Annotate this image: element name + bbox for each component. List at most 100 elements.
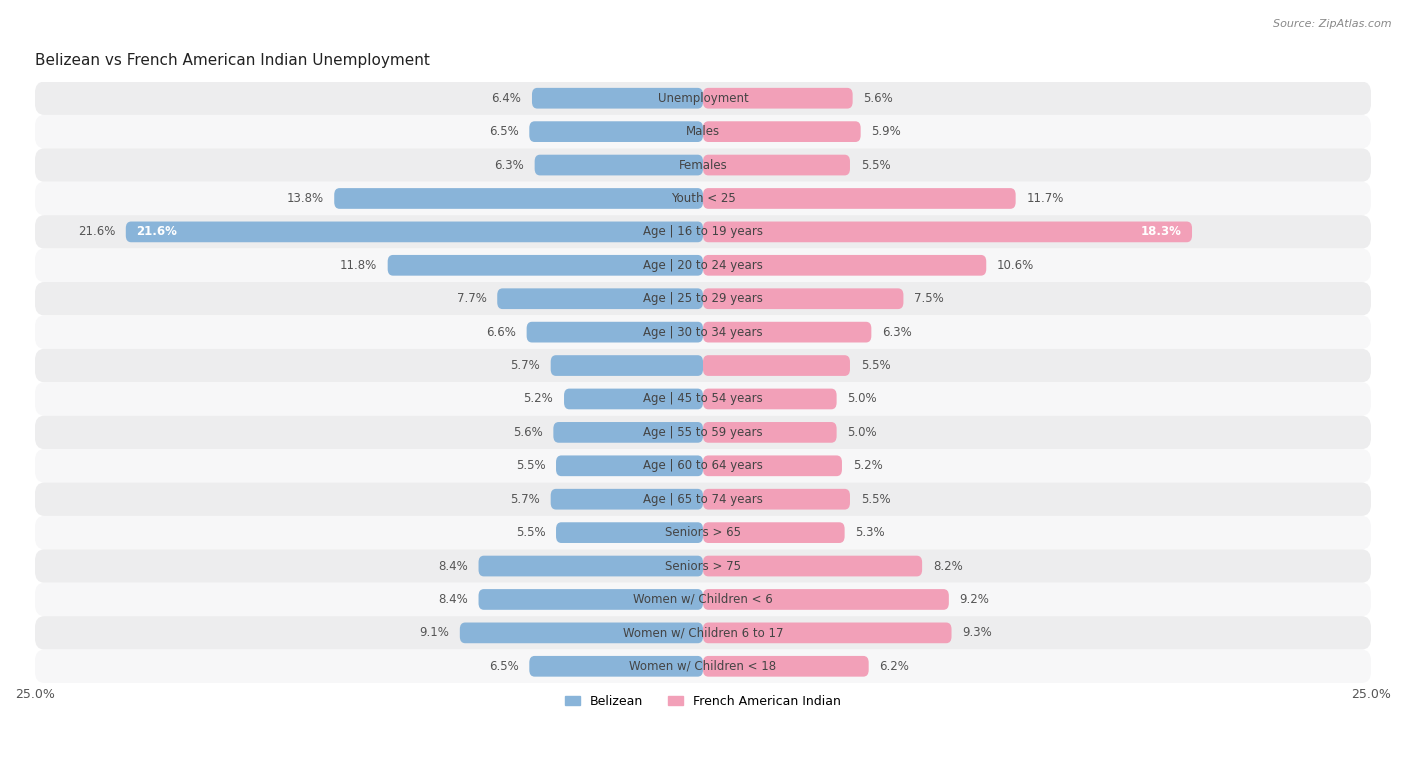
- FancyBboxPatch shape: [35, 482, 1371, 516]
- FancyBboxPatch shape: [551, 489, 703, 509]
- FancyBboxPatch shape: [35, 82, 1371, 115]
- FancyBboxPatch shape: [703, 255, 986, 276]
- Text: 5.2%: 5.2%: [852, 459, 883, 472]
- FancyBboxPatch shape: [335, 188, 703, 209]
- FancyBboxPatch shape: [35, 148, 1371, 182]
- FancyBboxPatch shape: [551, 355, 703, 376]
- Text: 5.9%: 5.9%: [872, 125, 901, 138]
- Text: 11.8%: 11.8%: [340, 259, 377, 272]
- FancyBboxPatch shape: [703, 589, 949, 610]
- Text: 6.6%: 6.6%: [486, 326, 516, 338]
- FancyBboxPatch shape: [35, 282, 1371, 316]
- Text: 5.5%: 5.5%: [516, 526, 546, 539]
- FancyBboxPatch shape: [554, 422, 703, 443]
- Text: 5.5%: 5.5%: [860, 493, 890, 506]
- Text: Age | 60 to 64 years: Age | 60 to 64 years: [643, 459, 763, 472]
- Text: 5.5%: 5.5%: [860, 158, 890, 172]
- FancyBboxPatch shape: [35, 550, 1371, 583]
- Text: Males: Males: [686, 125, 720, 138]
- FancyBboxPatch shape: [703, 288, 904, 309]
- Text: 7.7%: 7.7%: [457, 292, 486, 305]
- FancyBboxPatch shape: [35, 616, 1371, 650]
- Text: 5.6%: 5.6%: [863, 92, 893, 104]
- Text: 8.4%: 8.4%: [439, 593, 468, 606]
- Text: Age | 55 to 59 years: Age | 55 to 59 years: [643, 426, 763, 439]
- FancyBboxPatch shape: [35, 215, 1371, 248]
- Text: Age | 30 to 34 years: Age | 30 to 34 years: [643, 326, 763, 338]
- FancyBboxPatch shape: [703, 121, 860, 142]
- FancyBboxPatch shape: [703, 489, 851, 509]
- Text: 5.7%: 5.7%: [510, 359, 540, 372]
- FancyBboxPatch shape: [703, 422, 837, 443]
- FancyBboxPatch shape: [35, 382, 1371, 416]
- Text: Youth < 25: Youth < 25: [671, 192, 735, 205]
- FancyBboxPatch shape: [531, 88, 703, 108]
- Text: 5.5%: 5.5%: [516, 459, 546, 472]
- Text: 5.5%: 5.5%: [860, 359, 890, 372]
- Text: Age | 45 to 54 years: Age | 45 to 54 years: [643, 392, 763, 406]
- FancyBboxPatch shape: [703, 355, 851, 376]
- Text: 6.2%: 6.2%: [879, 660, 910, 673]
- Text: 10.6%: 10.6%: [997, 259, 1035, 272]
- FancyBboxPatch shape: [529, 656, 703, 677]
- Text: 5.7%: 5.7%: [510, 493, 540, 506]
- Text: 6.4%: 6.4%: [492, 92, 522, 104]
- FancyBboxPatch shape: [703, 656, 869, 677]
- FancyBboxPatch shape: [703, 88, 852, 108]
- FancyBboxPatch shape: [478, 556, 703, 576]
- FancyBboxPatch shape: [703, 556, 922, 576]
- Text: Source: ZipAtlas.com: Source: ZipAtlas.com: [1274, 19, 1392, 29]
- Text: 8.4%: 8.4%: [439, 559, 468, 572]
- FancyBboxPatch shape: [478, 589, 703, 610]
- Text: 8.2%: 8.2%: [932, 559, 963, 572]
- FancyBboxPatch shape: [35, 115, 1371, 148]
- Text: 5.2%: 5.2%: [523, 392, 554, 406]
- FancyBboxPatch shape: [125, 222, 703, 242]
- Text: Age | 16 to 19 years: Age | 16 to 19 years: [643, 226, 763, 238]
- Text: 9.1%: 9.1%: [419, 626, 449, 640]
- FancyBboxPatch shape: [35, 248, 1371, 282]
- Text: Women w/ Children 6 to 17: Women w/ Children 6 to 17: [623, 626, 783, 640]
- FancyBboxPatch shape: [35, 349, 1371, 382]
- Text: Age | 20 to 24 years: Age | 20 to 24 years: [643, 259, 763, 272]
- Text: 21.6%: 21.6%: [77, 226, 115, 238]
- Text: Age | 25 to 29 years: Age | 25 to 29 years: [643, 292, 763, 305]
- Text: Belizean vs French American Indian Unemployment: Belizean vs French American Indian Unemp…: [35, 53, 430, 68]
- FancyBboxPatch shape: [703, 222, 1192, 242]
- FancyBboxPatch shape: [460, 622, 703, 643]
- FancyBboxPatch shape: [498, 288, 703, 309]
- Text: 6.3%: 6.3%: [882, 326, 911, 338]
- FancyBboxPatch shape: [35, 650, 1371, 683]
- Text: 5.0%: 5.0%: [848, 426, 877, 439]
- Text: 9.3%: 9.3%: [962, 626, 993, 640]
- Text: Women w/ Children < 6: Women w/ Children < 6: [633, 593, 773, 606]
- FancyBboxPatch shape: [388, 255, 703, 276]
- Text: 5.6%: 5.6%: [513, 426, 543, 439]
- FancyBboxPatch shape: [35, 516, 1371, 550]
- Text: Seniors > 75: Seniors > 75: [665, 559, 741, 572]
- Text: 6.5%: 6.5%: [489, 125, 519, 138]
- Text: Females: Females: [679, 158, 727, 172]
- Text: 13.8%: 13.8%: [287, 192, 323, 205]
- Text: 21.6%: 21.6%: [136, 226, 177, 238]
- Text: Age | 65 to 74 years: Age | 65 to 74 years: [643, 493, 763, 506]
- FancyBboxPatch shape: [703, 388, 837, 410]
- Text: 11.7%: 11.7%: [1026, 192, 1064, 205]
- FancyBboxPatch shape: [35, 449, 1371, 482]
- FancyBboxPatch shape: [35, 416, 1371, 449]
- Legend: Belizean, French American Indian: Belizean, French American Indian: [560, 690, 846, 713]
- FancyBboxPatch shape: [35, 583, 1371, 616]
- FancyBboxPatch shape: [564, 388, 703, 410]
- Text: 7.5%: 7.5%: [914, 292, 943, 305]
- Text: 18.3%: 18.3%: [1140, 226, 1181, 238]
- Text: Unemployment: Unemployment: [658, 92, 748, 104]
- Text: 5.0%: 5.0%: [848, 392, 877, 406]
- FancyBboxPatch shape: [529, 121, 703, 142]
- Text: 5.3%: 5.3%: [855, 526, 884, 539]
- FancyBboxPatch shape: [527, 322, 703, 342]
- FancyBboxPatch shape: [35, 182, 1371, 215]
- FancyBboxPatch shape: [703, 154, 851, 176]
- Text: 9.2%: 9.2%: [959, 593, 990, 606]
- FancyBboxPatch shape: [555, 522, 703, 543]
- FancyBboxPatch shape: [534, 154, 703, 176]
